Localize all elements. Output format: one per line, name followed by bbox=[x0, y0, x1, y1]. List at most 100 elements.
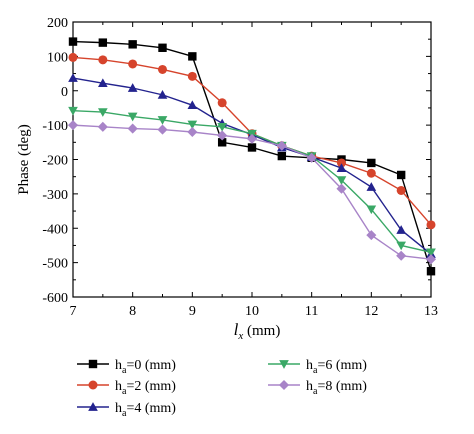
data-point bbox=[128, 59, 138, 69]
data-point bbox=[188, 52, 197, 61]
data-point bbox=[127, 123, 138, 134]
x-tick-label: 10 bbox=[245, 304, 259, 319]
data-point bbox=[396, 225, 406, 234]
x-axis-title: lx (mm) bbox=[234, 320, 281, 342]
legend-label-rest: =0 (mm) bbox=[126, 358, 176, 373]
legend-item-0: ha=0 (mm) bbox=[77, 358, 176, 376]
legend-label-sub: a bbox=[122, 408, 127, 419]
legend-label-rest: =4 (mm) bbox=[126, 401, 176, 416]
data-point bbox=[366, 205, 377, 215]
data-point bbox=[337, 158, 346, 168]
legend-label-main: h bbox=[115, 358, 122, 373]
data-point bbox=[276, 140, 287, 151]
legend-marker bbox=[278, 379, 290, 391]
legend-item-3: ha=6 (mm) bbox=[268, 358, 367, 376]
y-tick-label: 200 bbox=[47, 16, 68, 31]
legend-label: ha=6 (mm) bbox=[306, 358, 367, 376]
data-point bbox=[97, 121, 108, 132]
data-point bbox=[396, 170, 406, 180]
data-point bbox=[366, 182, 377, 191]
series-0 bbox=[68, 37, 436, 276]
legend-label-main: h bbox=[306, 379, 313, 394]
x-tick-label: 11 bbox=[305, 304, 318, 319]
data-point bbox=[127, 83, 138, 92]
data-point bbox=[67, 120, 79, 131]
legend-label-sub: a bbox=[313, 386, 318, 397]
data-point bbox=[217, 130, 228, 141]
legend-label-sub: a bbox=[122, 365, 127, 376]
legend-marker bbox=[88, 402, 98, 411]
series-2 bbox=[68, 73, 436, 258]
series-3 bbox=[68, 106, 436, 258]
data-point bbox=[217, 122, 227, 132]
legend-label-rest: =6 (mm) bbox=[317, 358, 367, 373]
legend-label-sub: a bbox=[313, 365, 318, 376]
data-point bbox=[336, 163, 347, 172]
legend-label-rest: =2 (mm) bbox=[126, 379, 176, 394]
y-tick-label: 0 bbox=[61, 85, 68, 100]
data-point bbox=[158, 43, 167, 52]
legend-label-main: h bbox=[306, 358, 313, 373]
x-axis-title-main: l bbox=[234, 320, 239, 339]
data-point bbox=[157, 124, 168, 135]
data-point bbox=[187, 100, 198, 110]
data-point bbox=[127, 112, 138, 122]
data-point bbox=[98, 78, 108, 88]
x-tick-label: 12 bbox=[364, 304, 378, 319]
y-tick-label: -200 bbox=[42, 154, 68, 169]
data-point bbox=[217, 138, 227, 147]
legend-item-2: ha=4 (mm) bbox=[77, 401, 176, 419]
data-point bbox=[336, 176, 347, 185]
legend-marker bbox=[279, 360, 289, 369]
data-point bbox=[396, 185, 406, 195]
x-tick-label: 7 bbox=[70, 304, 77, 319]
legend-item-4: ha=8 (mm) bbox=[268, 379, 367, 397]
legend-label: ha=2 (mm) bbox=[115, 379, 176, 397]
y-axis-title: Phase (deg) bbox=[16, 124, 32, 194]
x-axis-title-sub: x bbox=[237, 330, 243, 342]
legend-marker bbox=[88, 359, 98, 369]
x-tick-label: 8 bbox=[129, 304, 136, 319]
legend-label-main: h bbox=[115, 379, 122, 394]
series-line-0 bbox=[72, 40, 432, 272]
data-point bbox=[158, 64, 167, 74]
x-axis-title-unit: (mm) bbox=[243, 323, 280, 339]
y-tick-label: -100 bbox=[42, 119, 68, 134]
data-point bbox=[366, 168, 376, 178]
data-point bbox=[68, 37, 78, 46]
data-point bbox=[247, 143, 257, 152]
data-point bbox=[306, 152, 317, 163]
y-tick-label: -600 bbox=[42, 291, 68, 306]
legend-label: ha=0 (mm) bbox=[115, 358, 176, 376]
data-point bbox=[187, 126, 198, 138]
y-tick-label: -300 bbox=[42, 188, 68, 203]
data-point bbox=[98, 55, 108, 65]
data-point bbox=[426, 220, 436, 230]
data-point bbox=[98, 108, 108, 117]
y-tick-label: -400 bbox=[42, 222, 68, 237]
data-point bbox=[336, 183, 347, 194]
data-point bbox=[277, 151, 287, 161]
data-point bbox=[98, 38, 108, 47]
x-tick-label: 13 bbox=[424, 304, 438, 319]
x-tick-label: 9 bbox=[189, 304, 196, 319]
data-point bbox=[217, 98, 227, 108]
data-point bbox=[68, 73, 78, 82]
legend-item-1: ha=2 (mm) bbox=[77, 379, 176, 397]
data-point bbox=[68, 52, 78, 62]
data-point bbox=[246, 133, 258, 144]
y-tick-label: 100 bbox=[47, 50, 68, 65]
data-point bbox=[426, 248, 436, 258]
data-point bbox=[366, 230, 377, 241]
legend-label-sub: a bbox=[122, 386, 127, 397]
y-tick-label: -500 bbox=[42, 257, 68, 272]
legend-label-rest: =8 (mm) bbox=[317, 379, 367, 394]
data-point bbox=[367, 158, 376, 168]
data-point bbox=[157, 116, 168, 125]
data-point bbox=[187, 71, 197, 81]
data-point bbox=[426, 267, 436, 276]
data-point bbox=[187, 120, 198, 130]
data-point bbox=[396, 250, 407, 261]
